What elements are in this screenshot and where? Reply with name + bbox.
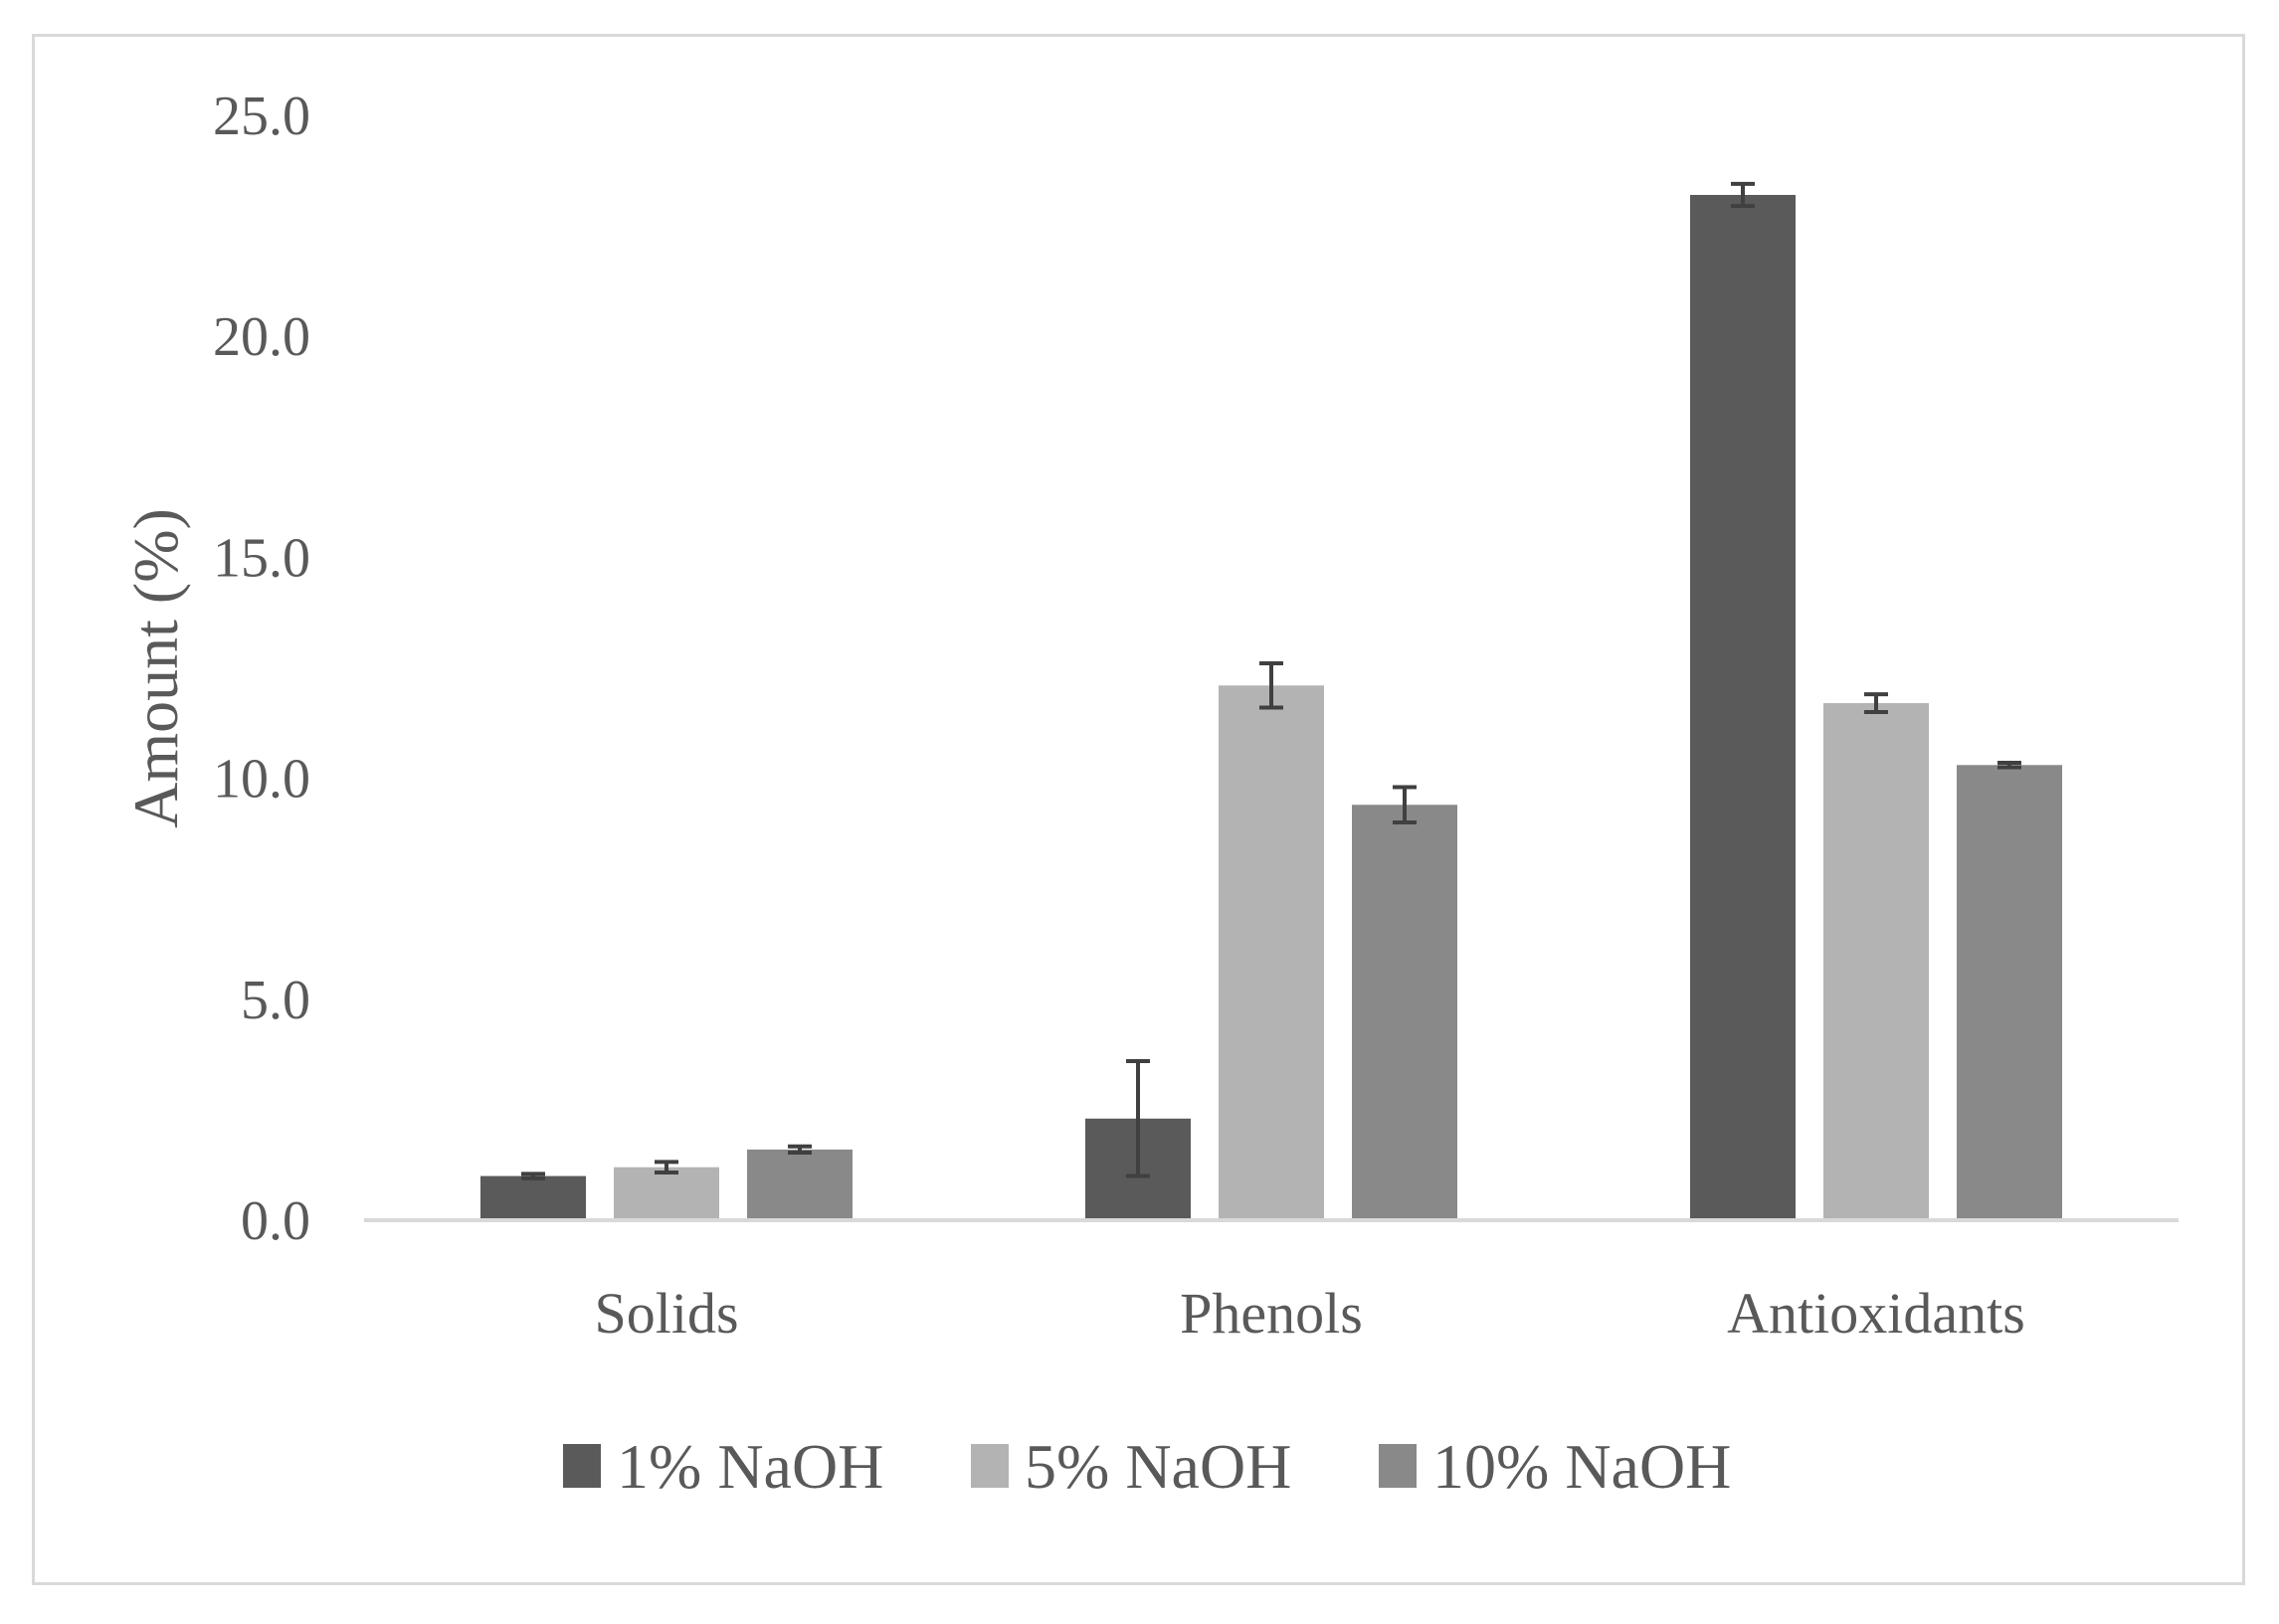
- legend-item: 10% NaOH: [1379, 1431, 1731, 1502]
- bar-antioxidants-1: [1690, 194, 1796, 1221]
- bar-antioxidants-3: [1957, 765, 2062, 1220]
- x-category-label: Phenols: [1180, 1281, 1363, 1346]
- x-category-label: Solids: [594, 1281, 738, 1346]
- y-axis-title: Amount (%): [120, 508, 191, 828]
- y-tick-label: 0.0: [241, 1190, 310, 1252]
- error-bar: [788, 1144, 812, 1156]
- legend-item: 1% NaOH: [563, 1431, 883, 1502]
- legend-swatch: [1379, 1444, 1417, 1488]
- y-tick-label: 5.0: [241, 970, 310, 1031]
- x-axis-categories: Solids Phenols Antioxidants: [594, 1281, 2024, 1346]
- error-bar: [655, 1160, 678, 1175]
- legend: 1% NaOH 5% NaOH 10% NaOH: [563, 1431, 1731, 1502]
- bar-solids-1: [480, 1175, 586, 1220]
- error-bar: [1393, 785, 1417, 825]
- y-axis-ticks: 0.0 5.0 10.0 15.0 20.0 25.0: [213, 86, 310, 1252]
- error-bar: [1259, 661, 1283, 710]
- error-bar: [1126, 1059, 1150, 1178]
- legend-label: 10% NaOH: [1432, 1431, 1731, 1502]
- error-bar: [1997, 761, 2021, 770]
- bar-phenols-2: [1219, 685, 1324, 1220]
- error-bar: [521, 1172, 545, 1180]
- legend-swatch: [971, 1444, 1009, 1488]
- legend-label: 1% NaOH: [617, 1431, 883, 1502]
- error-bars: [521, 181, 2021, 1180]
- bar-antioxidants-2: [1823, 703, 1929, 1220]
- bar-phenols-3: [1352, 805, 1457, 1220]
- x-category-label: Antioxidants: [1727, 1281, 2025, 1346]
- legend-item: 5% NaOH: [971, 1431, 1291, 1502]
- y-tick-label: 15.0: [213, 527, 310, 589]
- y-tick-label: 25.0: [213, 86, 310, 147]
- error-bar: [1864, 692, 1888, 714]
- y-tick-label: 20.0: [213, 306, 310, 368]
- legend-swatch: [563, 1444, 601, 1488]
- bar-solids-3: [747, 1149, 853, 1220]
- legend-label: 5% NaOH: [1025, 1431, 1291, 1502]
- error-bar: [1731, 181, 1755, 209]
- bar-solids-2: [614, 1167, 719, 1220]
- y-tick-label: 10.0: [213, 749, 310, 811]
- bars: [480, 194, 2062, 1221]
